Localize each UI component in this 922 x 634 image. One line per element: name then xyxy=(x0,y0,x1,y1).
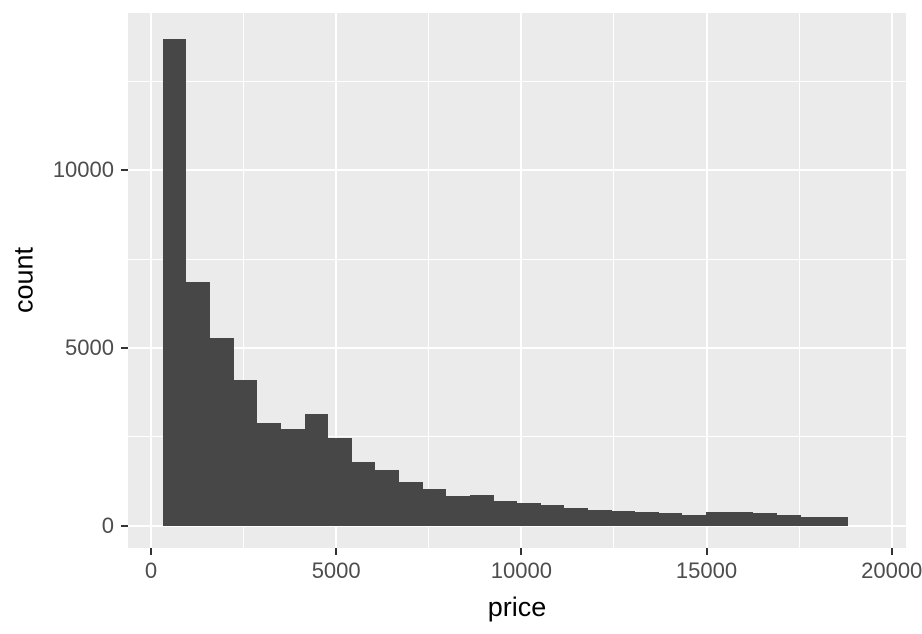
x-tick-label: 15000 xyxy=(675,558,738,583)
y-tick-label: 5000 xyxy=(65,334,114,360)
x-major-gridline xyxy=(335,13,338,548)
histogram-bar xyxy=(375,470,400,526)
y-tick-mark xyxy=(121,169,128,172)
histogram-bar xyxy=(304,413,329,526)
y-tick-mark xyxy=(121,524,128,527)
histogram-bar xyxy=(233,379,258,526)
histogram-bar xyxy=(729,511,754,526)
histogram-bar xyxy=(588,509,612,526)
x-minor-gridline xyxy=(798,13,800,548)
y-major-gridline xyxy=(128,346,906,349)
histogram-bar xyxy=(446,496,470,526)
histogram-bar xyxy=(658,512,683,526)
histogram-bar xyxy=(280,428,305,526)
histogram-bar xyxy=(186,282,211,526)
y-axis-title: count xyxy=(8,246,39,314)
y-major-gridline xyxy=(128,524,906,527)
histogram-bar xyxy=(824,517,848,526)
x-tick-label: 10000 xyxy=(490,558,552,583)
histogram-bar xyxy=(328,437,352,526)
y-major-gridline xyxy=(128,169,906,172)
histogram-bar xyxy=(776,514,801,526)
x-major-gridline xyxy=(705,13,708,548)
histogram-bar xyxy=(469,495,494,526)
x-minor-gridline xyxy=(613,13,615,548)
histogram-bar xyxy=(706,512,730,526)
histogram-bar xyxy=(611,510,636,526)
histogram-bar xyxy=(351,461,376,526)
y-minor-gridline xyxy=(128,258,906,260)
x-tick-mark xyxy=(520,548,523,555)
histogram-bar xyxy=(422,489,447,526)
y-tick-label: 0 xyxy=(101,512,114,538)
histogram-bar xyxy=(399,482,423,526)
x-major-gridline xyxy=(149,13,152,548)
x-minor-gridline xyxy=(428,13,430,548)
histogram-bar xyxy=(800,516,825,526)
x-tick-label: 20000 xyxy=(861,558,922,583)
y-tick-mark xyxy=(121,346,128,349)
histogram-bar xyxy=(753,513,777,526)
histogram-bar xyxy=(682,514,707,526)
histogram-bar xyxy=(493,500,518,526)
y-tick-label: 10000 xyxy=(52,157,114,183)
x-tick-mark xyxy=(705,548,708,555)
x-tick-label: 5000 xyxy=(311,558,361,583)
x-major-gridline xyxy=(520,13,523,548)
histogram-bar xyxy=(540,505,565,526)
y-minor-gridline xyxy=(128,81,906,83)
x-minor-gridline xyxy=(243,13,245,548)
histogram-bar xyxy=(635,511,659,526)
y-minor-gridline xyxy=(128,436,906,438)
x-axis-title: price xyxy=(487,592,547,622)
histogram-bar xyxy=(210,338,234,526)
histogram-bar xyxy=(162,39,187,526)
x-tick-mark xyxy=(149,548,152,555)
histogram-bar xyxy=(564,508,588,526)
x-tick-label: 0 xyxy=(144,558,158,583)
x-major-gridline xyxy=(890,13,893,548)
x-tick-mark xyxy=(890,548,893,555)
histogram-bar xyxy=(257,423,281,526)
x-tick-mark xyxy=(335,548,338,555)
histogram-bar xyxy=(517,502,541,526)
